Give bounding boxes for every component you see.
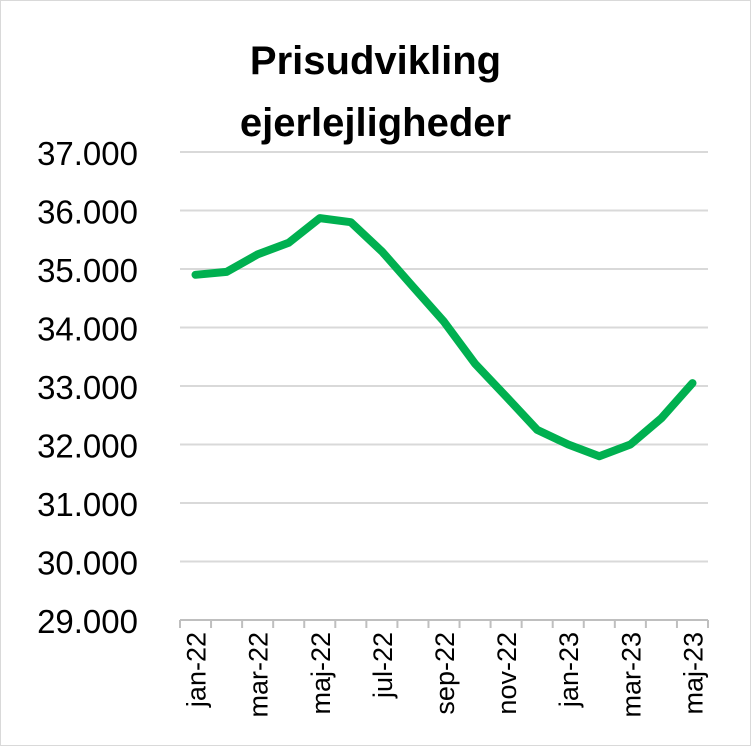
- gridlines: [180, 151, 708, 621]
- y-tick-label: 34.000: [37, 311, 138, 348]
- x-tick-label: maj-22: [306, 632, 336, 715]
- x-tick-label: mar-23: [616, 632, 646, 718]
- plot-area: [191, 214, 697, 461]
- series-line-0: [191, 214, 697, 461]
- chart-title: Prisudvikling ejerlejligheder: [0, 30, 751, 154]
- chart-title-line-2: ejerlejligheder: [239, 101, 512, 145]
- x-tick-label: jan-22: [182, 632, 212, 708]
- y-tick-label: 36.000: [37, 194, 138, 231]
- y-tick-label: 35.000: [37, 252, 138, 289]
- y-tick-label: 33.000: [37, 369, 138, 406]
- x-tick-label: jan-23: [554, 632, 584, 708]
- y-tick-label: 32.000: [37, 428, 138, 465]
- x-tick-label: sep-22: [430, 632, 460, 715]
- y-tick-label: 37.000: [37, 135, 138, 172]
- x-tick-label: maj-23: [678, 632, 708, 715]
- x-tick-label: jul-22: [368, 632, 398, 699]
- y-tick-label: 29.000: [37, 603, 138, 640]
- y-tick-label: 30.000: [37, 545, 138, 582]
- x-tick-label: mar-22: [244, 632, 274, 718]
- y-axis: 37.000 36.000 35.000 34.000 33.000 32.000 31.0…: [37, 135, 138, 640]
- chart-title-line-1: Prisudvikling: [249, 39, 502, 83]
- x-tick-label: nov-22: [492, 632, 522, 715]
- x-axis: jan-22 mar-22 maj-22 jul-22 sep-22 nov-22 jan-…: [179, 620, 709, 718]
- y-tick-label: 31.000: [37, 486, 138, 523]
